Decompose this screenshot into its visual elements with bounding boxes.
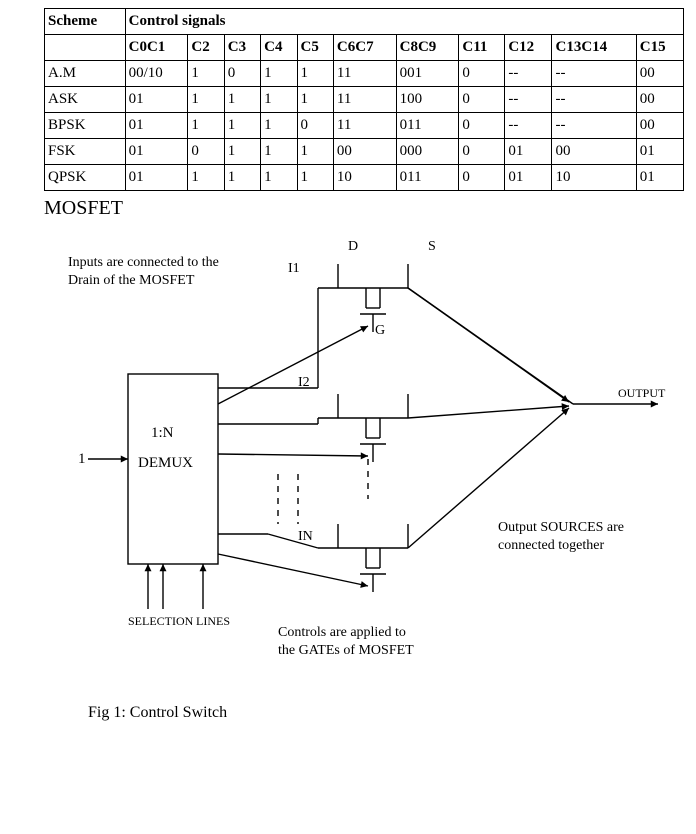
cell: 1 — [188, 113, 224, 139]
control-switch-diagram: Inputs are connected to the Drain of the… — [8, 224, 688, 694]
cell: 0 — [459, 113, 505, 139]
mosfet-heading: MOSFET — [44, 197, 688, 220]
note-drain: Inputs are connected to the Drain of the… — [68, 254, 219, 289]
cell: 1 — [261, 139, 297, 165]
cell: 001 — [396, 61, 459, 87]
cell: 01 — [636, 139, 683, 165]
control-signals-table: Scheme Control signals C0C1C2C3C4C5C6C7C… — [44, 8, 684, 191]
col-header: C12 — [505, 35, 552, 61]
table-row: QPSK011111100110011001 — [45, 165, 684, 191]
cell: -- — [505, 87, 552, 113]
cell: 1 — [224, 139, 260, 165]
cell: 0 — [459, 61, 505, 87]
demux-label-top: 1:N — [151, 424, 174, 443]
lines-label: LINES — [196, 614, 230, 629]
note-sources: Output SOURCES are connected together — [498, 519, 624, 554]
selection-label: SELECTION — [128, 614, 193, 629]
cell: 1 — [261, 61, 297, 87]
row-name: ASK — [45, 87, 126, 113]
col-header: C3 — [224, 35, 260, 61]
cell: 1 — [188, 165, 224, 191]
col-header: C13C14 — [552, 35, 636, 61]
cell: 11 — [333, 61, 396, 87]
label-i2: I2 — [298, 374, 310, 392]
cell: 11 — [333, 87, 396, 113]
cell: -- — [552, 61, 636, 87]
cell: 1 — [224, 87, 260, 113]
cell: 100 — [396, 87, 459, 113]
cell: 011 — [396, 165, 459, 191]
cell: 000 — [396, 139, 459, 165]
label-d: D — [348, 238, 358, 256]
cell: 10 — [552, 165, 636, 191]
th-blank — [45, 35, 126, 61]
th-signals: Control signals — [125, 9, 683, 35]
cell: 01 — [505, 165, 552, 191]
cell: 0 — [459, 87, 505, 113]
output-label: OUTPUT — [618, 386, 665, 401]
col-header: C6C7 — [333, 35, 396, 61]
label-i1: I1 — [288, 260, 300, 278]
cell: 1 — [297, 61, 333, 87]
cell: 00 — [636, 87, 683, 113]
cell: 1 — [297, 165, 333, 191]
cell: 1 — [188, 61, 224, 87]
cell: 00 — [636, 61, 683, 87]
cell: 1 — [188, 87, 224, 113]
cell: 11 — [333, 113, 396, 139]
cell: 01 — [125, 139, 188, 165]
figure-caption: Fig 1: Control Switch — [88, 704, 688, 722]
cell: 00 — [333, 139, 396, 165]
input-one-label: 1 — [78, 450, 86, 469]
cell: 00 — [552, 139, 636, 165]
cell: 1 — [261, 165, 297, 191]
label-g: G — [375, 322, 385, 340]
cell: 01 — [125, 113, 188, 139]
col-header: C15 — [636, 35, 683, 61]
cell: 1 — [297, 87, 333, 113]
col-header: C4 — [261, 35, 297, 61]
table-row: A.M00/101011110010----00 — [45, 61, 684, 87]
cell: -- — [552, 113, 636, 139]
col-header: C2 — [188, 35, 224, 61]
row-name: QPSK — [45, 165, 126, 191]
cell: 0 — [297, 113, 333, 139]
col-header: C0C1 — [125, 35, 188, 61]
table-row: ASK011111111000----00 — [45, 87, 684, 113]
cell: 00 — [636, 113, 683, 139]
label-s: S — [428, 238, 436, 256]
cell: 00/10 — [125, 61, 188, 87]
table-row: BPSK011110110110----00 — [45, 113, 684, 139]
th-scheme: Scheme — [45, 9, 126, 35]
cell: 01 — [636, 165, 683, 191]
col-header: C11 — [459, 35, 505, 61]
label-in: IN — [298, 528, 313, 546]
cell: -- — [505, 61, 552, 87]
cell: 01 — [505, 139, 552, 165]
cell: 10 — [333, 165, 396, 191]
cell: 0 — [459, 139, 505, 165]
cell: 1 — [224, 113, 260, 139]
cell: -- — [552, 87, 636, 113]
cell: 01 — [125, 87, 188, 113]
cell: -- — [505, 113, 552, 139]
cell: 01 — [125, 165, 188, 191]
cell: 1 — [261, 113, 297, 139]
cell: 0 — [224, 61, 260, 87]
row-name: BPSK — [45, 113, 126, 139]
cell: 0 — [459, 165, 505, 191]
cell: 1 — [261, 87, 297, 113]
cell: 1 — [224, 165, 260, 191]
cell: 011 — [396, 113, 459, 139]
row-name: FSK — [45, 139, 126, 165]
row-name: A.M — [45, 61, 126, 87]
demux-label-bottom: DEMUX — [138, 454, 193, 473]
table-row: FSK010111000000010001 — [45, 139, 684, 165]
col-header: C8C9 — [396, 35, 459, 61]
cell: 0 — [188, 139, 224, 165]
note-gates: Controls are applied to the GATEs of MOS… — [278, 624, 414, 659]
col-header: C5 — [297, 35, 333, 61]
cell: 1 — [297, 139, 333, 165]
